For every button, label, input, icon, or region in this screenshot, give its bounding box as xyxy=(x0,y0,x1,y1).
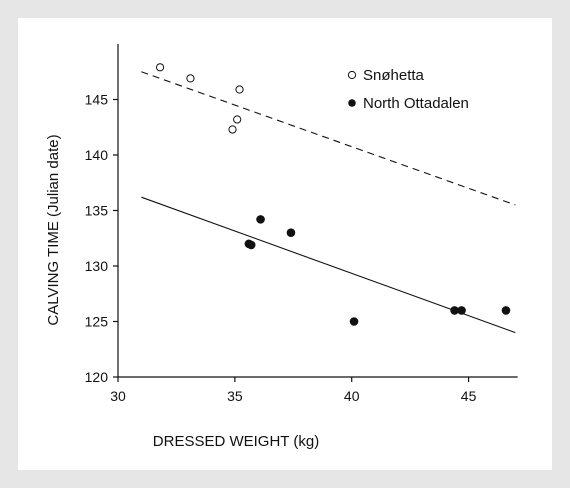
point-series-0-3 xyxy=(233,115,242,124)
point-series-1-2 xyxy=(256,215,265,224)
legend-marker-snohetta xyxy=(347,70,357,80)
x-tick-label-35: 35 xyxy=(227,388,243,404)
point-series-0-1 xyxy=(186,74,195,83)
y-tick-label-135: 135 xyxy=(85,203,109,219)
y-tick-label-145: 145 xyxy=(85,92,109,108)
legend: Snøhetta North Ottadalen xyxy=(347,67,469,112)
x-tick-label-40: 40 xyxy=(344,388,360,404)
y-axis-title: CALVING TIME (Julian date) xyxy=(45,134,62,325)
ticks: 30 35 40 45 120 125 130 135 140 145 xyxy=(85,92,477,405)
legend-marker-north-ottadalen xyxy=(348,99,356,107)
point-series-1-3 xyxy=(286,228,296,237)
legend-label-north-ottadalen: North Ottadalen xyxy=(363,95,469,112)
trend-line-series-0 xyxy=(141,71,516,206)
figure-panel: 30 35 40 45 120 125 130 135 140 145 Snøhetta Nort… xyxy=(18,18,552,470)
point-series-0-4 xyxy=(228,125,237,134)
scatter-chart: 30 35 40 45 120 125 130 135 140 145 Snøhetta Nort… xyxy=(45,44,518,450)
point-series-1-7 xyxy=(501,306,511,315)
point-series-0-2 xyxy=(235,85,244,94)
y-tick-label-120: 120 xyxy=(85,369,109,385)
y-tick-label-140: 140 xyxy=(85,147,109,163)
y-tick-label-125: 125 xyxy=(85,314,109,330)
x-tick-label-45: 45 xyxy=(461,388,477,404)
point-series-0-0 xyxy=(155,63,165,72)
x-tick-label-30: 30 xyxy=(110,388,126,404)
y-tick-label-130: 130 xyxy=(85,258,109,274)
point-series-1-5 xyxy=(450,306,459,315)
legend-label-snohetta: Snøhetta xyxy=(363,67,425,84)
point-series-1-4 xyxy=(349,317,359,326)
point-series-1-6 xyxy=(457,306,466,315)
data-points xyxy=(155,63,511,326)
point-series-1-1 xyxy=(246,240,256,250)
x-axis-title: DRESSED WEIGHT (kg) xyxy=(153,433,319,450)
